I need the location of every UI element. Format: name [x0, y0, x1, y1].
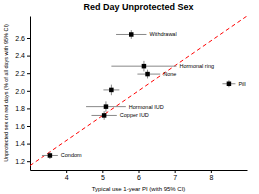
- y-tick: 1.2: [15, 158, 30, 165]
- y-tick-label: 1.6: [15, 123, 25, 130]
- x-tick-label: 8: [209, 174, 213, 181]
- reference-line: [30, 16, 247, 166]
- y-tick: 1.4: [15, 140, 30, 147]
- annotation: None: [163, 71, 176, 77]
- x-tick-mark: [175, 170, 176, 173]
- x-tick-mark: [102, 170, 103, 173]
- annotation: Withdrawal: [149, 31, 176, 37]
- annotations: Condom Copper IUD Hormonal IUD Withdrawal Ho…: [61, 31, 246, 158]
- y-tick-mark: [27, 56, 30, 57]
- x-tick-mark: [139, 170, 140, 173]
- point: [102, 113, 107, 118]
- y-tick-label: 2.2: [15, 70, 25, 77]
- y-tick: 1.6: [15, 123, 30, 130]
- chart-container: 4 5 6 7 8 1.2 1.4 1.6 1.8 2.0 2.2 2.4 2.6 Condom Coppe…: [0, 0, 259, 194]
- x-axis-title: Typical use 1-year PI (with 95% CI): [92, 186, 186, 192]
- y-tick-mark: [27, 73, 30, 74]
- x-tick: 4: [65, 170, 69, 181]
- annotation: Hormonal IUD: [129, 104, 164, 110]
- point: [48, 153, 53, 158]
- annotation: Condom: [61, 152, 82, 158]
- x-tick-mark: [66, 170, 67, 173]
- point: [142, 64, 147, 69]
- x-tick-mark: [211, 170, 212, 173]
- point: [104, 104, 109, 109]
- annotation: Copper IUD: [120, 112, 149, 118]
- point: [145, 72, 150, 77]
- point: [129, 32, 134, 37]
- y-tick: 2.2: [15, 70, 30, 77]
- y-axis: 1.2 1.4 1.6 1.8 2.0 2.2 2.4 2.6: [15, 17, 30, 171]
- plot-area: [30, 16, 247, 166]
- y-tick-label: 2.0: [15, 88, 25, 95]
- y-tick-label: 1.2: [15, 158, 25, 165]
- annotation: Hormonal ring: [179, 63, 214, 69]
- y-tick: 2.4: [15, 52, 30, 59]
- y-tick: 2.6: [15, 35, 30, 42]
- y-axis-title: Unprotected sex on red days (% of all da…: [3, 24, 9, 162]
- chart: 4 5 6 7 8 1.2 1.4 1.6 1.8 2.0 2.2 2.4 2.6 Condom Coppe…: [0, 0, 259, 194]
- x-tick-label: 6: [137, 174, 141, 181]
- title: Red Day Unprotected Sex: [83, 2, 193, 12]
- point: [227, 82, 232, 87]
- y-tick-label: 2.4: [15, 52, 25, 59]
- y-tick-label: 1.8: [15, 105, 25, 112]
- annotation: Pill: [238, 81, 245, 87]
- y-tick-label: 2.6: [15, 35, 25, 42]
- x-tick: 8: [209, 170, 213, 181]
- y-tick-mark: [27, 161, 30, 162]
- x-tick-label: 4: [65, 174, 69, 181]
- x-axis: 4 5 6 7 8: [31, 170, 248, 181]
- y-tick-mark: [27, 144, 30, 145]
- point: [109, 88, 114, 93]
- y-axis-line: [30, 17, 31, 171]
- y-tick-label: 1.4: [15, 140, 25, 147]
- y-tick-mark: [27, 38, 30, 39]
- y-tick-mark: [27, 126, 30, 127]
- y-tick-mark: [27, 108, 30, 109]
- y-tick-mark: [27, 91, 30, 92]
- y-tick: 1.8: [15, 105, 30, 112]
- x-tick: 5: [101, 170, 105, 181]
- x-tick-label: 5: [101, 174, 105, 181]
- x-tick-label: 7: [173, 174, 177, 181]
- x-tick: 7: [173, 170, 177, 181]
- x-tick: 6: [137, 170, 141, 181]
- y-tick: 2.0: [15, 88, 30, 95]
